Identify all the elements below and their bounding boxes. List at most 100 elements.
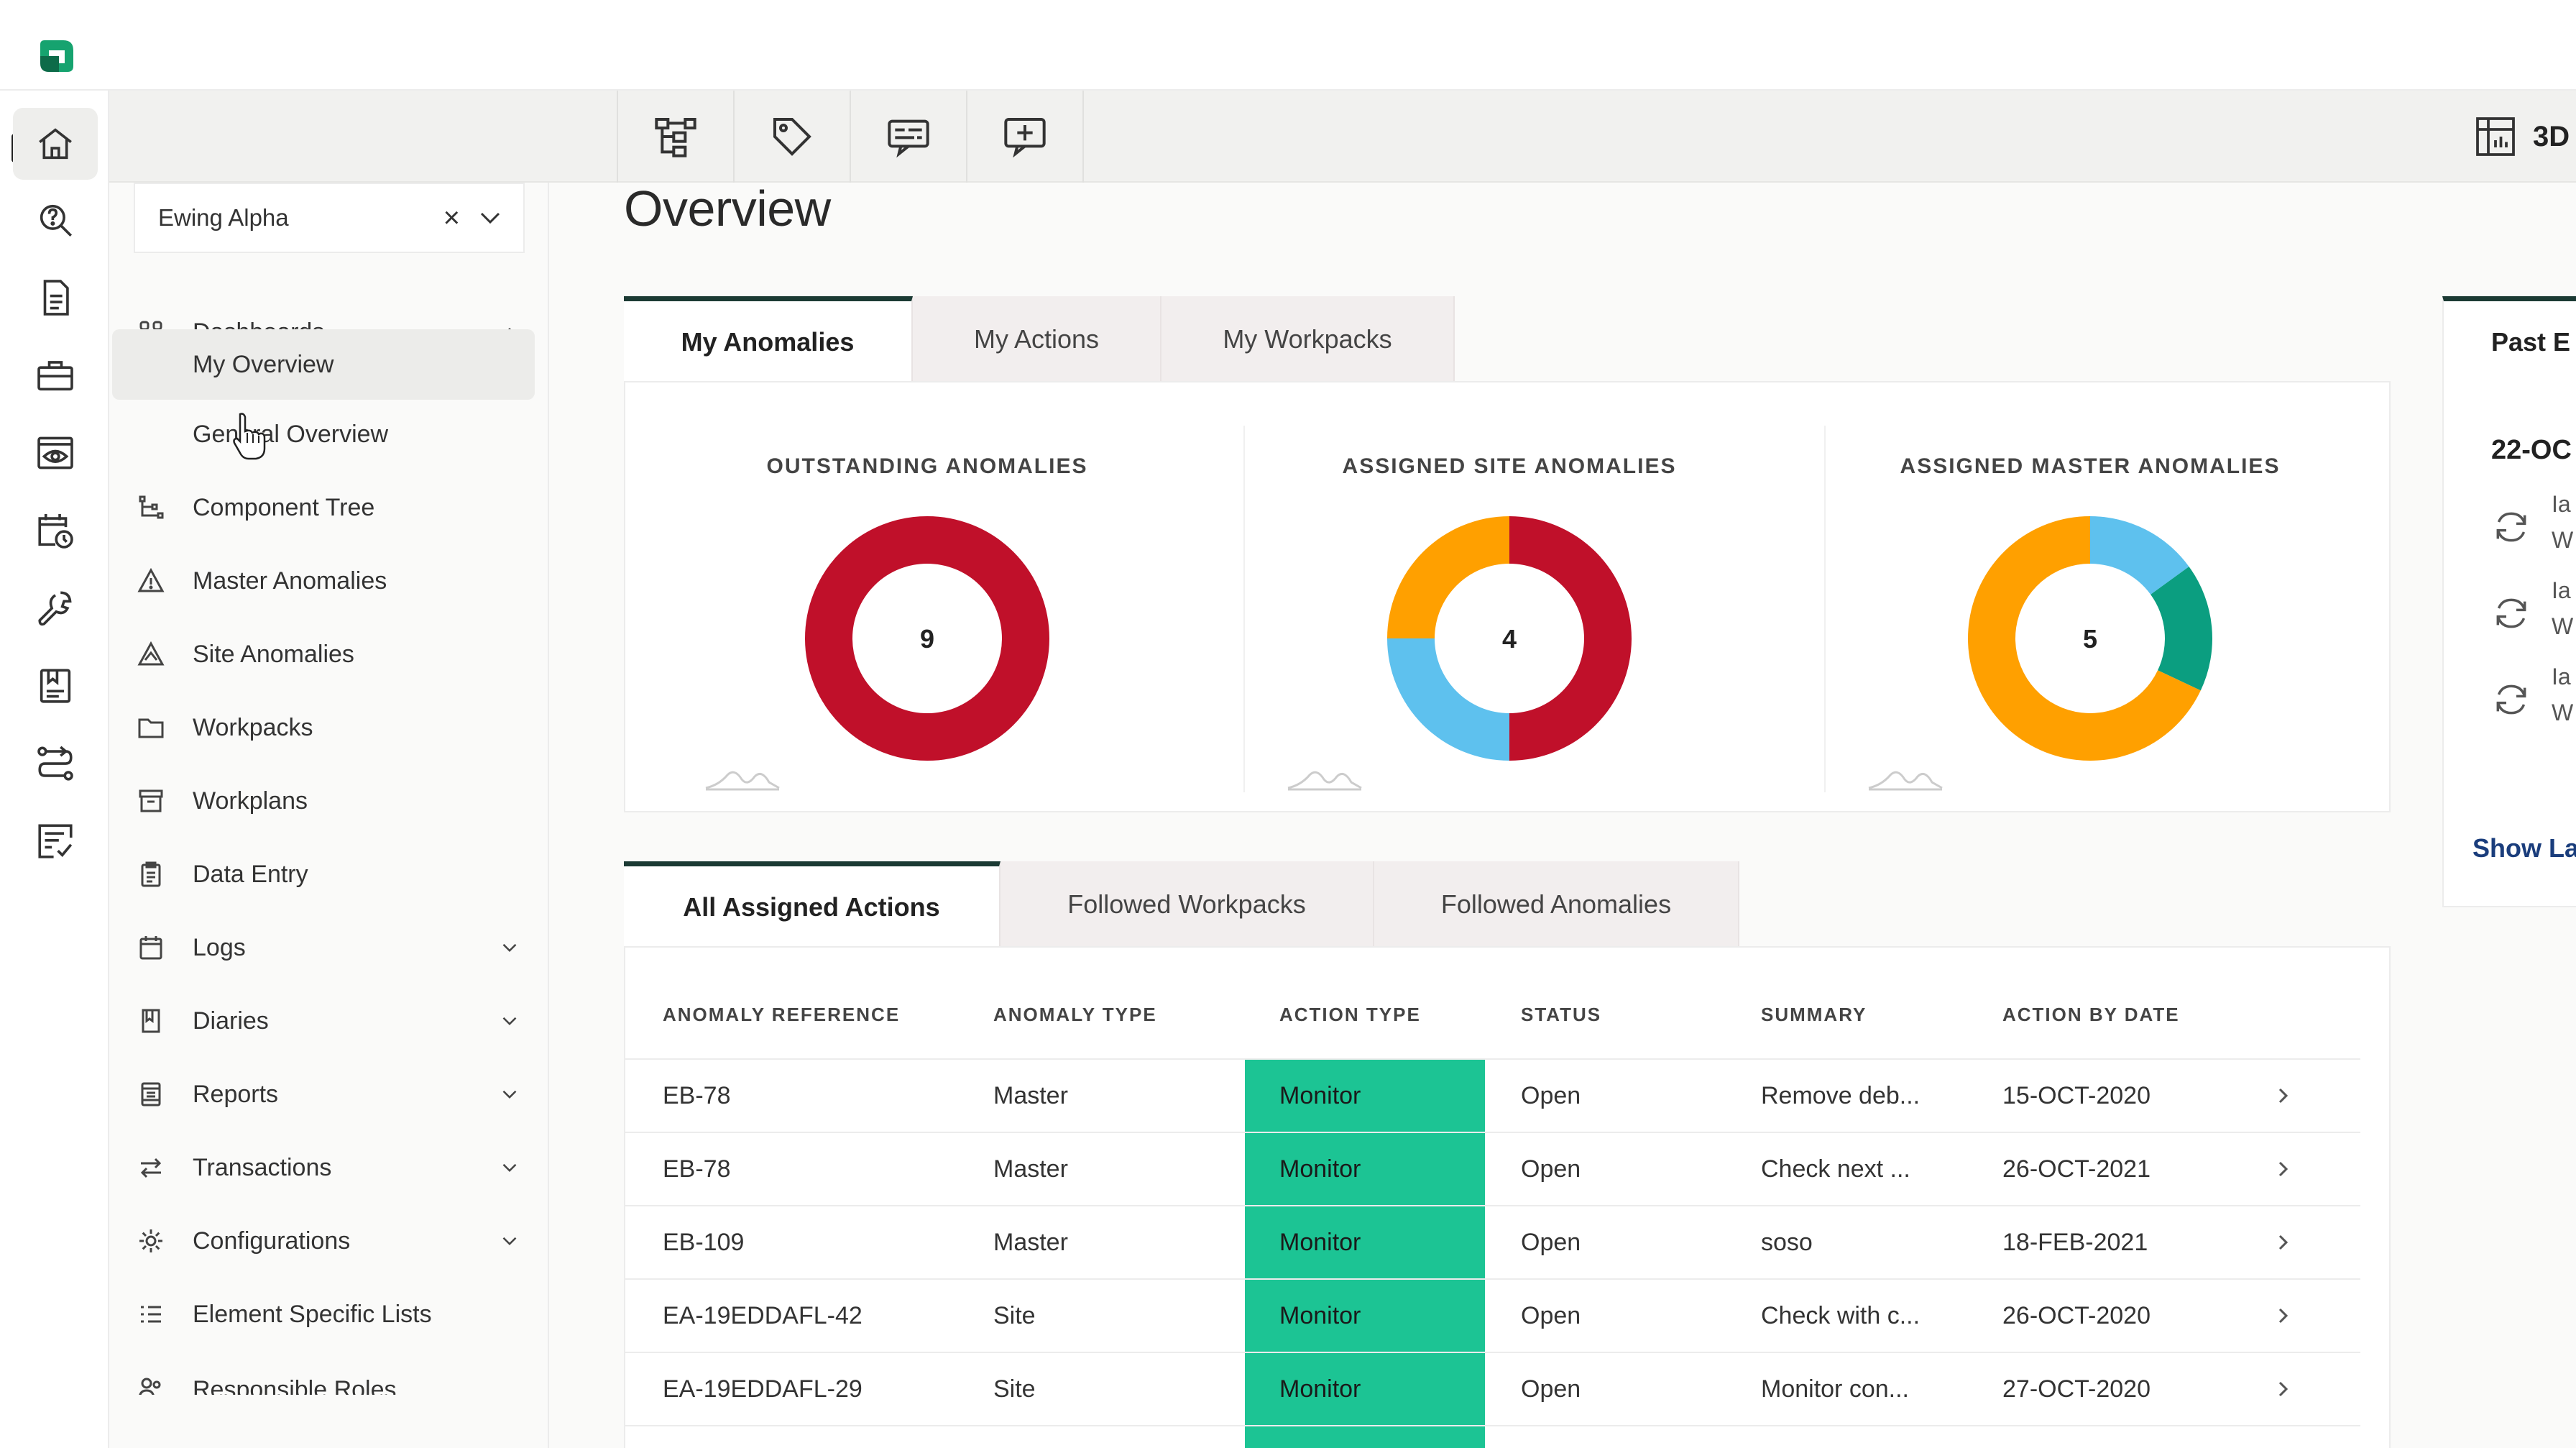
table-row[interactable]: EA-19EDDAFL-42 Site Monitor Open Check w…: [625, 1278, 2360, 1352]
donut-segment[interactable]: [1387, 516, 1509, 638]
icon-rail: [0, 91, 109, 1448]
donut-segment[interactable]: [1968, 516, 2201, 761]
table-row[interactable]: EB-78 Master Monitor Open Check next ...…: [625, 1132, 2360, 1205]
view-3d-button[interactable]: 3D: [2474, 91, 2570, 183]
tag-button[interactable]: [735, 91, 851, 183]
nav-logs[interactable]: Logs: [109, 912, 549, 984]
table-row[interactable]: EA-19EDDAFL-29 Site Monitor Open Monitor…: [625, 1352, 2360, 1425]
nav-component-tree[interactable]: Component Tree: [109, 472, 549, 544]
rail-schedule-button[interactable]: [13, 495, 98, 567]
view-3d-label: 3D: [2533, 120, 2570, 152]
nav-transactions[interactable]: Transactions: [109, 1132, 549, 1204]
rail-tools-button[interactable]: [13, 572, 98, 644]
past-event-item[interactable]: Ia W: [2444, 664, 2576, 743]
clear-icon[interactable]: ×: [443, 201, 460, 234]
nav-element-specific-lists[interactable]: Element Specific Lists: [109, 1278, 549, 1350]
rail-monitor-button[interactable]: [13, 417, 98, 489]
rail-routes-button[interactable]: [13, 728, 98, 799]
action-by-date: 26-OCT-2021: [2002, 1155, 2150, 1183]
column-header-action-type[interactable]: ACTION TYPE: [1279, 1004, 1421, 1025]
chevron-down-icon[interactable]: [497, 1229, 522, 1253]
document-icon: [43, 280, 69, 316]
column-header-action-by-date[interactable]: ACTION BY DATE: [2002, 1004, 2180, 1025]
search-help-icon: [40, 204, 73, 237]
swap-icon: [140, 1158, 162, 1178]
donut-segment[interactable]: [2150, 567, 2212, 691]
chevron-right-icon[interactable]: [2270, 1303, 2296, 1329]
nav-general-overview[interactable]: General Overview: [109, 398, 549, 470]
donut-segment[interactable]: [1387, 638, 1509, 761]
rail-checklist-button[interactable]: [13, 805, 98, 877]
past-event-line2: W: [2552, 613, 2574, 639]
column-header-anomaly-reference[interactable]: ANOMALY REFERENCE: [663, 1004, 901, 1025]
assigned-master-anomalies-widget[interactable]: ASSIGNED MASTER ANOMALIES 5: [1824, 382, 2356, 807]
hierarchy-button[interactable]: [618, 91, 735, 183]
rail-home-button[interactable]: [13, 108, 98, 180]
column-header-summary[interactable]: SUMMARY: [1761, 1004, 1867, 1025]
nav-master-anomalies[interactable]: Master Anomalies: [109, 545, 549, 617]
tab-followed-workpacks[interactable]: Followed Workpacks: [1000, 861, 1374, 948]
wrench-icon: [38, 591, 72, 626]
tab-my-workpacks[interactable]: My Workpacks: [1162, 296, 1455, 382]
site-selector[interactable]: Ewing Alpha ×: [134, 183, 525, 253]
hierarchy-icon: [655, 118, 696, 157]
nav-diaries[interactable]: Diaries: [109, 985, 549, 1057]
anomaly-type: Master: [993, 1081, 1068, 1109]
chevron-right-icon[interactable]: [2270, 1376, 2296, 1402]
show-later-link[interactable]: Show La: [2472, 833, 2576, 863]
assigned-master-anomalies-donut[interactable]: 5: [1961, 509, 2220, 768]
tab-my-actions[interactable]: My Actions: [913, 296, 1162, 382]
rail-forms-button[interactable]: [13, 650, 98, 722]
action-by-date: 15-OCT-2020: [2002, 1081, 2150, 1109]
nav-site-anomalies[interactable]: Site Anomalies: [109, 618, 549, 690]
assigned-site-anomalies-widget[interactable]: ASSIGNED SITE ANOMALIES 4: [1243, 382, 1775, 807]
action-type-badge: [1245, 1426, 1485, 1448]
archive-icon: [139, 789, 163, 812]
refresh-icon: [2496, 512, 2526, 542]
donut-segment[interactable]: [805, 516, 1049, 761]
nav-workpacks[interactable]: Workpacks: [109, 692, 549, 764]
chevron-down-icon[interactable]: [497, 1009, 522, 1033]
nav-my-overview[interactable]: My Overview: [112, 329, 535, 400]
past-event-item[interactable]: Ia W: [2444, 577, 2576, 656]
report-icon: [141, 1082, 161, 1106]
chevron-down-icon[interactable]: [497, 1082, 522, 1106]
column-header-status[interactable]: STATUS: [1521, 1004, 1602, 1025]
past-event-item[interactable]: Ia W: [2444, 491, 2576, 570]
table-row[interactable]: EB-78 Master Monitor Open Remove deb... …: [625, 1058, 2360, 1132]
outstanding-anomalies-widget[interactable]: OUTSTANDING ANOMALIES 9: [661, 382, 1193, 807]
column-header-anomaly-type[interactable]: ANOMALY TYPE: [993, 1004, 1157, 1025]
app-logo-icon[interactable]: [32, 35, 82, 78]
nav-data-entry[interactable]: Data Entry: [109, 838, 549, 910]
nav-configurations[interactable]: Configurations: [109, 1205, 549, 1277]
tab-followed-anomalies[interactable]: Followed Anomalies: [1374, 861, 1739, 948]
nav-workplans[interactable]: Workplans: [109, 765, 549, 837]
donut-segment[interactable]: [2090, 516, 2189, 595]
action-tabs: All Assigned Actions Followed Workpacks …: [624, 861, 1739, 948]
site-selector-value: Ewing Alpha: [158, 204, 289, 231]
chevron-right-icon[interactable]: [2270, 1083, 2296, 1109]
table-row[interactable]: EB-109 Master Monitor Open soso 18-FEB-2…: [625, 1205, 2360, 1278]
outstanding-anomalies-donut[interactable]: 9: [798, 509, 1057, 768]
nav-responsible-roles[interactable]: Responsible Roles: [109, 1352, 549, 1395]
add-comment-button[interactable]: [967, 91, 1084, 183]
chevron-down-icon[interactable]: [497, 935, 522, 960]
rail-search-help-button[interactable]: [13, 184, 98, 256]
rail-documents-button[interactable]: [13, 262, 98, 334]
tab-all-assigned-actions[interactable]: All Assigned Actions: [624, 861, 1000, 948]
diary-icon: [142, 1009, 160, 1033]
nav-reports[interactable]: Reports: [109, 1058, 549, 1130]
chevron-right-icon[interactable]: [2270, 1229, 2296, 1255]
donut-segment[interactable]: [1509, 516, 1632, 761]
chevron-down-icon[interactable]: [497, 1155, 522, 1180]
sparkline-icon: [705, 771, 780, 791]
chevron-down-icon[interactable]: [476, 203, 505, 232]
caption-button[interactable]: [851, 91, 967, 183]
chevron-right-icon[interactable]: [2270, 1156, 2296, 1182]
tab-my-anomalies[interactable]: My Anomalies: [624, 296, 913, 382]
folder-icon: [138, 718, 164, 738]
summary: Check with c...: [1761, 1301, 1920, 1329]
rail-briefcase-button[interactable]: [13, 339, 98, 411]
table-row[interactable]: [625, 1425, 2360, 1448]
assigned-site-anomalies-donut[interactable]: 4: [1380, 509, 1639, 768]
